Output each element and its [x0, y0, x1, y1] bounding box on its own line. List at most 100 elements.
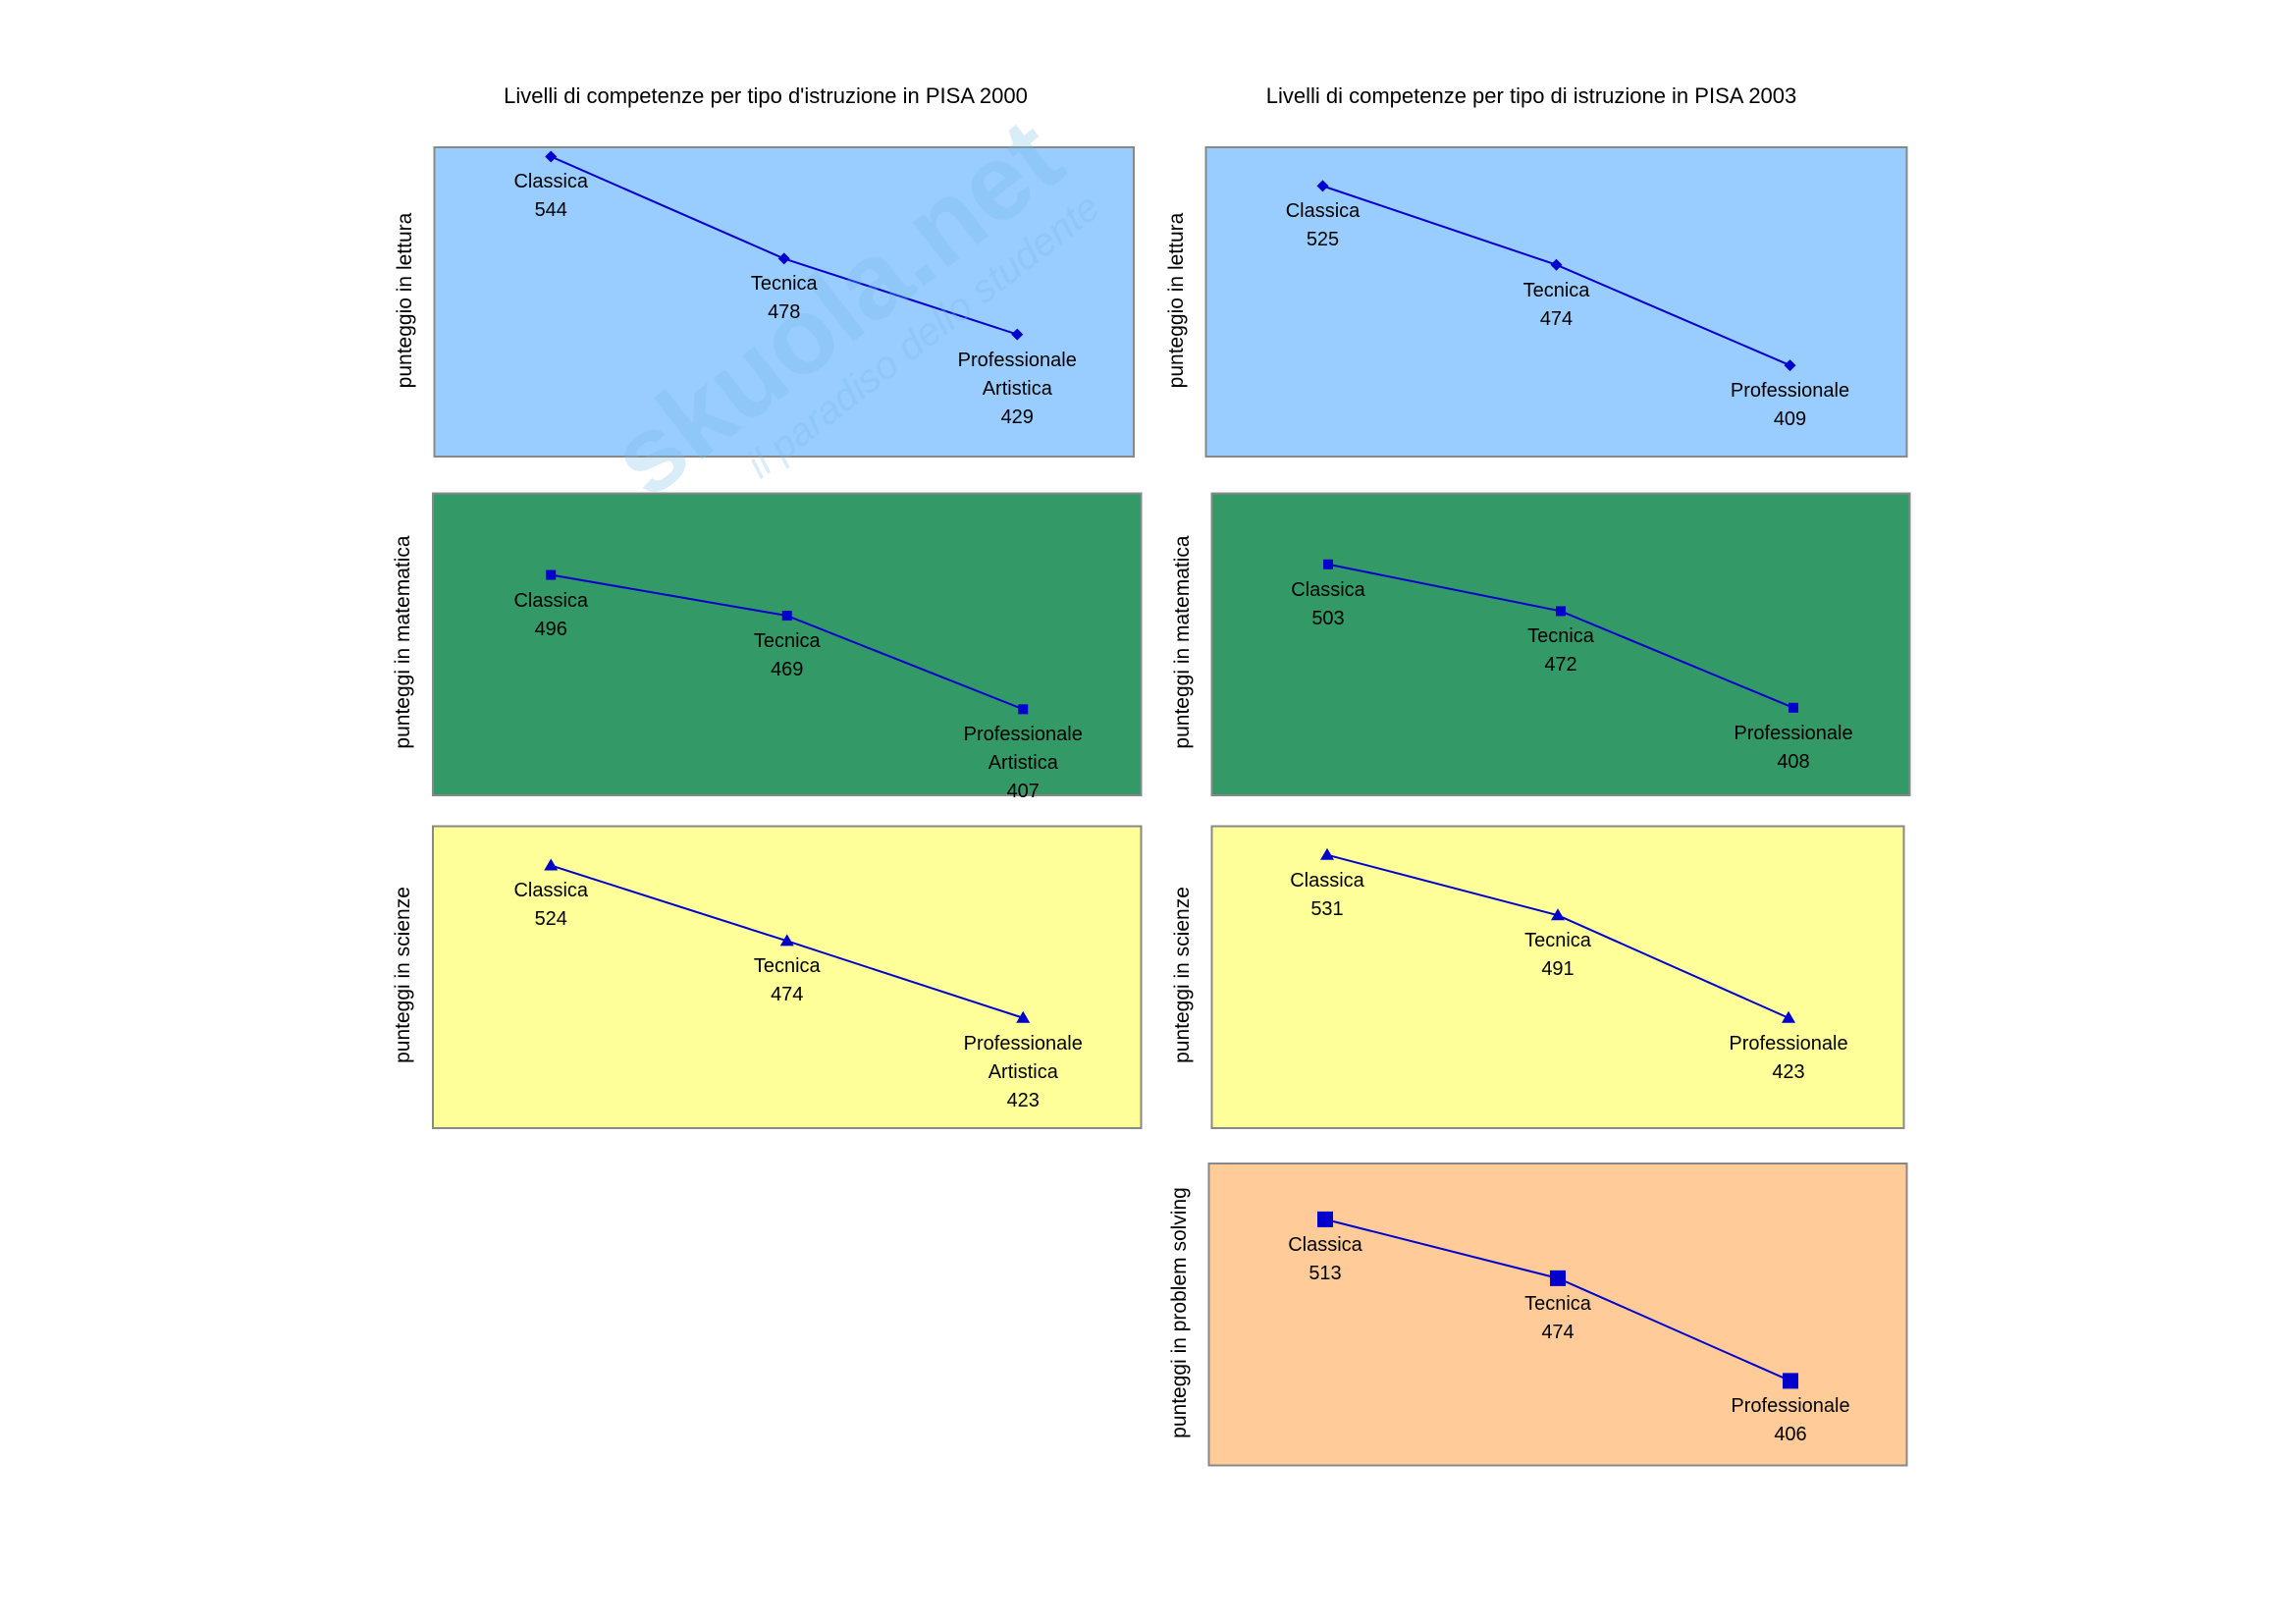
- category-label: Classica: [513, 589, 589, 612]
- value-label: 429: [1000, 406, 1034, 428]
- data-label: Professionale 409: [1707, 377, 1874, 434]
- marker: [545, 150, 558, 163]
- data-label: Professionale Artistica 423: [939, 1030, 1106, 1115]
- value-label: 469: [771, 659, 804, 681]
- data-label: Tecnica 472: [1477, 622, 1644, 679]
- value-label: 503: [1311, 607, 1345, 629]
- y-axis-label: punteggi in scienze: [392, 887, 414, 1064]
- data-label: Classica 525: [1240, 197, 1407, 254]
- category-label: Classica: [1285, 200, 1361, 223]
- marker: [1784, 359, 1796, 372]
- data-label: Classica 503: [1245, 576, 1412, 633]
- plot-area: [432, 492, 1143, 796]
- category-label: Professionale: [1730, 380, 1850, 403]
- plot-area: [433, 146, 1135, 458]
- value-label: 496: [534, 618, 567, 640]
- data-label: Professionale Artistica 407: [939, 721, 1106, 806]
- category-label: Classica: [513, 880, 589, 902]
- category-label: Tecnica: [1527, 625, 1594, 648]
- value-label: 478: [768, 301, 801, 324]
- value-label: 407: [1006, 781, 1040, 803]
- category-label: Classica: [1288, 1233, 1362, 1256]
- data-label: Classica 531: [1244, 867, 1411, 924]
- marker: [546, 569, 557, 580]
- data-label: Tecnica 478: [701, 270, 868, 327]
- marker: [1783, 1373, 1798, 1389]
- marker: [1316, 180, 1329, 192]
- data-label: Tecnica 491: [1474, 927, 1641, 984]
- marker: [1016, 1010, 1031, 1023]
- data-label: Tecnica 474: [1474, 1290, 1641, 1347]
- plot-area: [1204, 146, 1908, 458]
- marker: [1317, 1211, 1333, 1227]
- data-label: Tecnica 474: [1473, 277, 1640, 334]
- category-label: Tecnica: [1524, 930, 1591, 952]
- marker: [777, 252, 790, 265]
- marker: [1018, 704, 1029, 715]
- plot-area: [1210, 825, 1905, 1129]
- category-label: Professionale Artistica: [957, 349, 1077, 400]
- data-label: Professionale 408: [1710, 720, 1877, 777]
- y-axis-label: punteggi in problem solving: [1167, 1186, 1191, 1438]
- marker: [1320, 847, 1334, 860]
- category-label: Professionale: [1729, 1032, 1848, 1055]
- marker: [1789, 702, 1798, 713]
- marker: [1011, 328, 1024, 341]
- category-label: Tecnica: [750, 273, 818, 296]
- category-label: Classica: [513, 171, 589, 193]
- value-label: 409: [1773, 408, 1807, 431]
- chart-title: Livelli di competenze per tipo di istruz…: [1265, 83, 1797, 108]
- marker: [1556, 606, 1566, 617]
- data-label: Classica 524: [467, 877, 634, 934]
- marker: [1551, 908, 1565, 921]
- chart-title: Livelli di competenze per tipo d'istruzi…: [504, 83, 1028, 108]
- marker: [1550, 1270, 1566, 1286]
- y-axis-label: punteggi in matematica: [1170, 535, 1194, 749]
- value-label: 544: [534, 199, 567, 222]
- category-label: Tecnica: [1522, 279, 1590, 301]
- plot-area: [1210, 492, 1911, 796]
- value-label: 525: [1306, 229, 1340, 251]
- value-label: 423: [1772, 1060, 1805, 1083]
- y-axis-label: punteggio in lettura: [1164, 212, 1188, 388]
- marker: [1323, 559, 1333, 569]
- value-label: 531: [1310, 897, 1344, 920]
- data-label: Classica 496: [467, 587, 634, 644]
- value-label: 408: [1777, 750, 1810, 773]
- category-label: Classica: [1290, 869, 1364, 892]
- data-label: Professionale 423: [1705, 1030, 1872, 1087]
- y-axis-label: punteggi in matematica: [392, 535, 414, 749]
- value-label: 423: [1006, 1089, 1040, 1111]
- marker: [1550, 258, 1563, 271]
- category-label: Tecnica: [753, 630, 821, 653]
- data-label: Classica 513: [1242, 1231, 1409, 1288]
- value-label: 491: [1541, 958, 1575, 981]
- plot-area: [432, 825, 1143, 1129]
- data-label: Tecnica 469: [704, 627, 871, 684]
- data-label: Tecnica 474: [704, 952, 871, 1009]
- marker: [779, 934, 794, 947]
- data-label: Professionale Artistica 429: [934, 347, 1100, 432]
- value-label: 513: [1308, 1262, 1342, 1284]
- value-label: 474: [1541, 1321, 1575, 1343]
- value-label: 472: [1544, 654, 1577, 676]
- marker: [781, 611, 792, 622]
- y-axis-label: punteggio in lettura: [393, 212, 416, 388]
- category-label: Professionale: [1734, 722, 1853, 744]
- value-label: 524: [534, 908, 567, 931]
- category-label: Professionale Artistica: [963, 1032, 1083, 1083]
- value-label: 406: [1774, 1424, 1807, 1446]
- marker: [544, 858, 559, 871]
- category-label: Professionale: [1731, 1395, 1850, 1418]
- category-label: Classica: [1291, 578, 1365, 601]
- data-label: Classica 544: [467, 168, 634, 225]
- value-label: 474: [1539, 307, 1574, 330]
- data-label: Professionale 406: [1707, 1392, 1874, 1449]
- category-label: Professionale Artistica: [963, 724, 1083, 775]
- marker: [1782, 1010, 1795, 1023]
- category-label: Tecnica: [753, 955, 821, 978]
- y-axis-label: punteggi in scienze: [1170, 887, 1194, 1064]
- category-label: Tecnica: [1524, 1292, 1591, 1315]
